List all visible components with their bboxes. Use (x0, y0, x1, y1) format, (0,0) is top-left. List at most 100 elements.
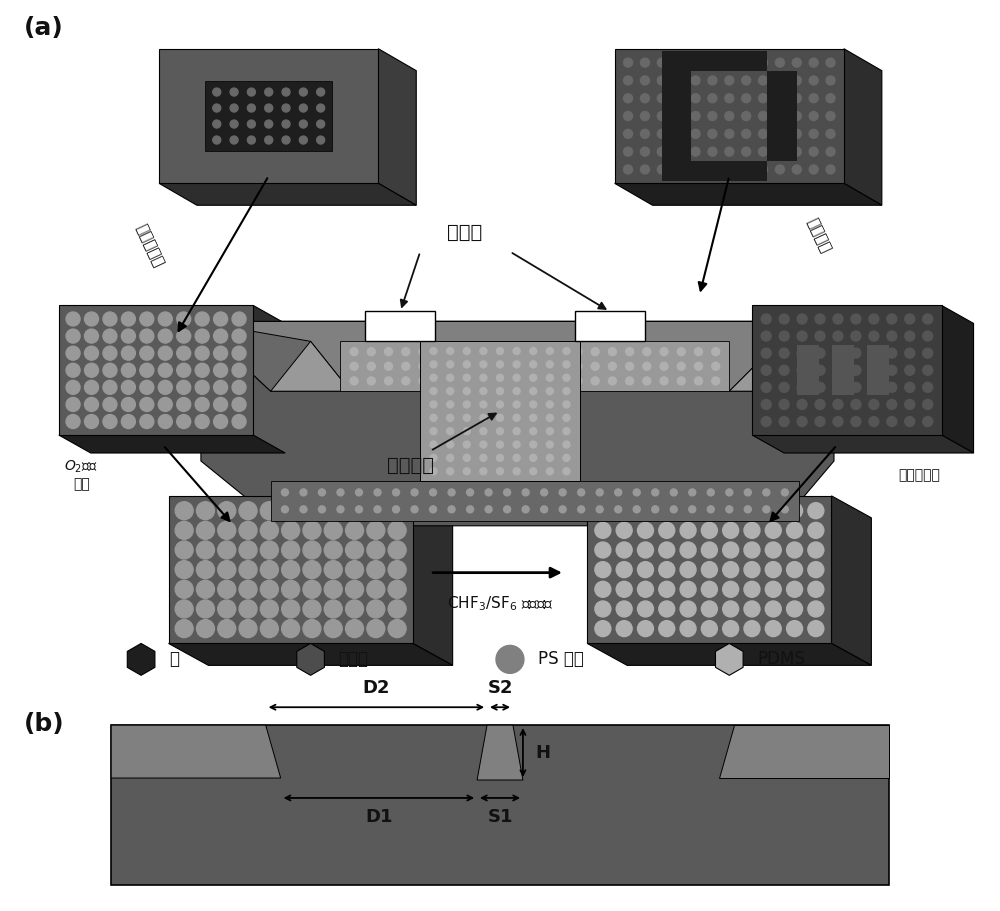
Circle shape (563, 387, 570, 394)
Circle shape (541, 489, 548, 496)
Circle shape (765, 503, 781, 518)
Circle shape (624, 58, 633, 67)
Circle shape (616, 522, 632, 538)
Circle shape (763, 506, 770, 513)
Circle shape (546, 347, 553, 354)
Circle shape (680, 562, 696, 578)
Circle shape (497, 427, 503, 435)
Circle shape (787, 581, 803, 598)
Polygon shape (752, 305, 942, 435)
Circle shape (218, 619, 236, 638)
Circle shape (744, 601, 760, 617)
Circle shape (808, 542, 824, 558)
Circle shape (121, 363, 135, 377)
Circle shape (260, 619, 278, 638)
Circle shape (303, 600, 321, 618)
Circle shape (781, 506, 788, 513)
Circle shape (723, 620, 739, 637)
Circle shape (447, 374, 454, 381)
Circle shape (121, 329, 135, 343)
Circle shape (616, 562, 632, 578)
Circle shape (324, 541, 342, 559)
Circle shape (232, 329, 246, 343)
Circle shape (430, 415, 437, 421)
Circle shape (626, 348, 634, 355)
Circle shape (463, 374, 470, 381)
Circle shape (540, 377, 547, 384)
Circle shape (787, 562, 803, 578)
Circle shape (691, 165, 700, 174)
Circle shape (471, 377, 479, 384)
Circle shape (356, 489, 362, 496)
Circle shape (808, 522, 824, 538)
Circle shape (260, 580, 278, 599)
Circle shape (513, 347, 520, 354)
Circle shape (761, 314, 771, 324)
Circle shape (851, 365, 861, 375)
Circle shape (282, 541, 300, 559)
Polygon shape (196, 322, 350, 391)
Circle shape (640, 76, 649, 85)
Circle shape (467, 489, 474, 496)
Circle shape (522, 348, 530, 355)
Circle shape (708, 94, 717, 103)
Circle shape (140, 415, 154, 428)
Circle shape (317, 104, 325, 112)
Circle shape (660, 363, 668, 370)
Polygon shape (196, 322, 829, 481)
Text: D1: D1 (365, 808, 393, 826)
Circle shape (707, 489, 714, 496)
Polygon shape (196, 322, 829, 391)
Circle shape (232, 381, 246, 394)
Circle shape (303, 521, 321, 539)
Polygon shape (169, 496, 413, 643)
Circle shape (350, 363, 358, 370)
Circle shape (744, 542, 760, 558)
Circle shape (530, 467, 537, 475)
Circle shape (657, 165, 666, 174)
Circle shape (643, 377, 651, 384)
Circle shape (265, 136, 273, 144)
Circle shape (905, 314, 915, 324)
Circle shape (175, 560, 193, 578)
Circle shape (851, 416, 861, 426)
Circle shape (447, 347, 454, 354)
Circle shape (869, 331, 879, 341)
Circle shape (761, 399, 771, 409)
Circle shape (765, 562, 781, 578)
Bar (365, 312, 435, 342)
Circle shape (393, 506, 400, 513)
Circle shape (765, 542, 781, 558)
Circle shape (637, 601, 653, 617)
Circle shape (318, 489, 325, 496)
Bar (662, 71, 691, 161)
Circle shape (680, 620, 696, 637)
Circle shape (175, 521, 193, 539)
Circle shape (725, 58, 734, 67)
Circle shape (463, 427, 470, 435)
Circle shape (596, 506, 603, 513)
Polygon shape (615, 183, 882, 205)
Circle shape (779, 399, 789, 409)
Circle shape (905, 383, 915, 393)
Circle shape (659, 562, 675, 578)
Circle shape (797, 365, 807, 375)
Circle shape (808, 562, 824, 578)
Circle shape (158, 329, 172, 343)
Circle shape (815, 399, 825, 409)
Circle shape (726, 489, 733, 496)
Bar (111, 725, 889, 885)
Circle shape (744, 506, 751, 513)
Circle shape (196, 619, 214, 638)
Circle shape (374, 506, 381, 513)
Circle shape (708, 165, 717, 174)
Circle shape (826, 76, 835, 85)
Circle shape (723, 581, 739, 598)
Circle shape (463, 441, 470, 448)
Circle shape (299, 88, 307, 96)
Circle shape (346, 521, 364, 539)
Circle shape (85, 415, 98, 428)
Circle shape (402, 377, 410, 384)
Circle shape (447, 401, 454, 408)
Circle shape (759, 129, 768, 138)
